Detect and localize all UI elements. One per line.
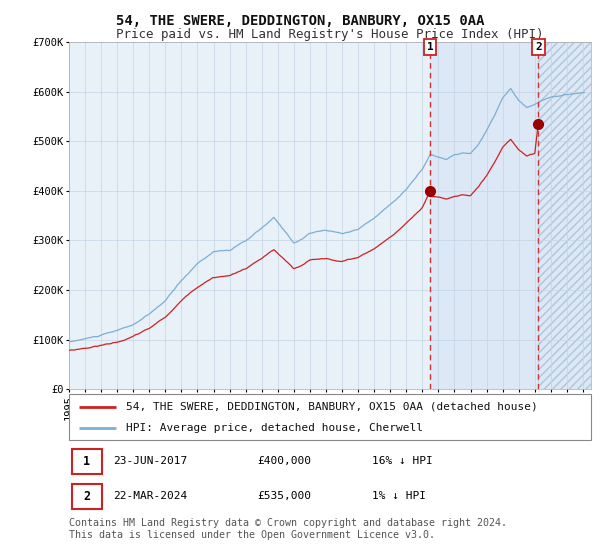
Text: 16% ↓ HPI: 16% ↓ HPI — [372, 456, 433, 466]
Text: 1: 1 — [427, 42, 433, 52]
Text: 2: 2 — [535, 42, 542, 52]
Text: £400,000: £400,000 — [257, 456, 311, 466]
Bar — [538, 42, 591, 389]
Bar — [71, 483, 102, 509]
Text: 22-MAR-2024: 22-MAR-2024 — [113, 491, 188, 501]
Title: Price paid vs. HM Land Registry's House Price Index (HPI): Price paid vs. HM Land Registry's House … — [116, 28, 544, 41]
Bar — [430, 42, 591, 389]
Text: HPI: Average price, detached house, Cherwell: HPI: Average price, detached house, Cher… — [127, 423, 424, 433]
Text: 54, THE SWERE, DEDDINGTON, BANBURY, OX15 0AA (detached house): 54, THE SWERE, DEDDINGTON, BANBURY, OX15… — [127, 402, 538, 412]
Text: £535,000: £535,000 — [257, 491, 311, 501]
Text: 2: 2 — [83, 490, 91, 503]
Text: 1: 1 — [83, 455, 91, 468]
Text: 1% ↓ HPI: 1% ↓ HPI — [372, 491, 426, 501]
Text: Contains HM Land Registry data © Crown copyright and database right 2024.
This d: Contains HM Land Registry data © Crown c… — [69, 518, 507, 540]
Bar — [71, 449, 102, 474]
Text: 54, THE SWERE, DEDDINGTON, BANBURY, OX15 0AA: 54, THE SWERE, DEDDINGTON, BANBURY, OX15… — [116, 14, 484, 28]
Text: 23-JUN-2017: 23-JUN-2017 — [113, 456, 188, 466]
